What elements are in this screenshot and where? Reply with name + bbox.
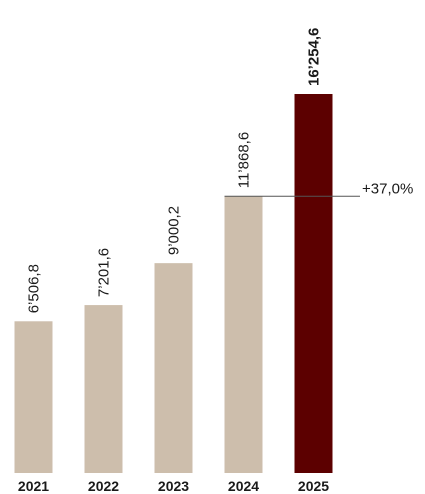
x-axis-ticks: 2021 2022 2023 2024 2025 (18, 478, 329, 494)
x-tick-2022: 2022 (88, 478, 119, 494)
value-label-2024: 11’868,6 (236, 132, 253, 188)
value-label-2021: 6’506,8 (26, 264, 43, 313)
x-tick-2025: 2025 (298, 478, 329, 494)
bar-2021 (14, 321, 53, 473)
reference-line-group: +37,0% (224, 180, 413, 197)
bars-group (14, 94, 333, 474)
value-labels-group: 6’506,8 7’201,6 9’000,2 11’868,6 16’254,6 (26, 28, 323, 314)
bar-2023 (154, 263, 193, 473)
value-label-2025: 16’254,6 (306, 28, 323, 86)
x-tick-2021: 2021 (18, 478, 49, 494)
growth-annotation: +37,0% (362, 180, 413, 197)
x-tick-2024: 2024 (228, 478, 259, 494)
value-label-2023: 9’000,2 (166, 206, 183, 255)
x-tick-2023: 2023 (158, 478, 189, 494)
bar-2025 (294, 94, 333, 473)
bar-2024 (224, 196, 263, 474)
value-label-2022: 7’201,6 (96, 248, 113, 297)
bar-2022 (84, 305, 123, 473)
